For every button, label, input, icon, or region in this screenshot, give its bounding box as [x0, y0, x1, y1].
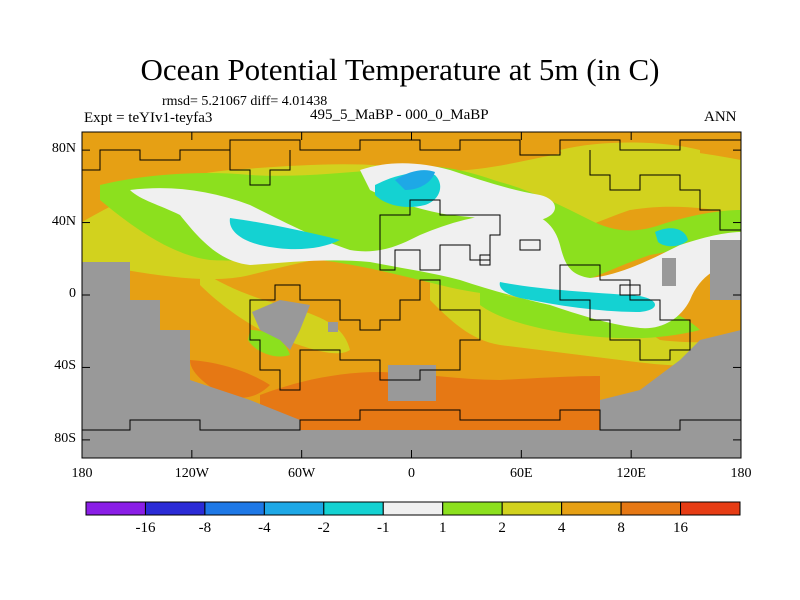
colorbar-label: -16: [135, 520, 156, 536]
y-tick-label: 0: [69, 286, 76, 301]
dark-orange-southwest: [190, 360, 270, 398]
colorbar-label: 1: [438, 520, 447, 536]
green-patch-pacific: [248, 330, 290, 357]
colorbar-swatch: [680, 501, 741, 516]
colorbar-swatch: [620, 501, 682, 516]
colorbar-swatch: [561, 501, 622, 516]
dark-orange-south: [260, 372, 600, 440]
land-east-block: [600, 330, 741, 458]
y-tick-label: 80N: [51, 141, 76, 157]
colorbar-label: 8: [617, 520, 625, 536]
cyan-region-westpac: [229, 218, 340, 250]
land-south-atlantic: [388, 365, 436, 401]
colorbar-swatch: [204, 501, 265, 516]
blue-region-arctic: [395, 170, 435, 190]
season-label: ANN: [704, 109, 737, 125]
colorbar-label: 4: [557, 520, 566, 536]
outline-laurentia: [229, 150, 291, 186]
cyan-region-equatorial: [499, 282, 655, 312]
colorbar-label: 2: [498, 520, 506, 536]
green-band-north: [100, 166, 741, 296]
land-small-island: [328, 322, 338, 332]
land-southern-pacific: [82, 300, 300, 458]
experiment-label: Expt = teYIv1-teyfa3: [84, 110, 213, 126]
outline-north-east: [589, 150, 741, 231]
continent-outlines: [82, 139, 741, 431]
x-tick-label: 60E: [510, 466, 533, 481]
x-tick-label: 0: [408, 466, 415, 481]
x-tick-label: 60W: [288, 466, 316, 481]
outline-south-ring: [82, 409, 741, 431]
colorbar-label: 16: [673, 520, 689, 536]
colorbar-swatch: [501, 501, 563, 516]
yellow-tibet: [560, 142, 700, 180]
land-east-patch: [662, 258, 676, 286]
figure-title: Ocean Potential Temperature at 5m (in C): [140, 52, 660, 87]
colorbar-swatch: [263, 501, 325, 516]
y-tick-label: 40S: [54, 358, 76, 374]
land-east-edge: [710, 240, 741, 300]
y-tick-label: 40N: [51, 213, 76, 229]
colorbar-label: -4: [258, 520, 271, 536]
axis-ticks: [81, 132, 742, 458]
x-tick-label: 120W: [174, 466, 209, 481]
outline-north-continent: [82, 139, 741, 171]
period-label: 495_5_MaBP - 000_0_MaBP: [310, 107, 489, 123]
stats-text: rmsd= 5.21067 diff= 4.01438: [162, 94, 328, 109]
colorbar: [85, 501, 741, 516]
colorbar-label: -1: [377, 520, 390, 536]
colorbar-label: -8: [198, 520, 212, 536]
map-field: [82, 132, 741, 458]
y-tick-label: 80S: [54, 430, 76, 446]
colorbar-label: -2: [317, 520, 331, 536]
colorbar-swatch: [323, 501, 384, 516]
outline-tethys-islands: [479, 239, 641, 296]
outline-east-block: [559, 264, 691, 361]
colorbar-swatch: [382, 501, 444, 516]
x-tick-label: 180: [730, 466, 752, 481]
land-south-america: [252, 300, 310, 350]
outline-central-block: [379, 199, 501, 271]
colorbar-swatch: [442, 501, 503, 516]
outline-gondwana: [249, 279, 481, 391]
x-tick-label: 120E: [616, 466, 646, 481]
x-tick-label: 180: [71, 466, 93, 481]
colorbar-swatch: [85, 501, 146, 516]
cyan-region-ne: [655, 228, 688, 247]
colorbar-swatch: [144, 501, 206, 516]
